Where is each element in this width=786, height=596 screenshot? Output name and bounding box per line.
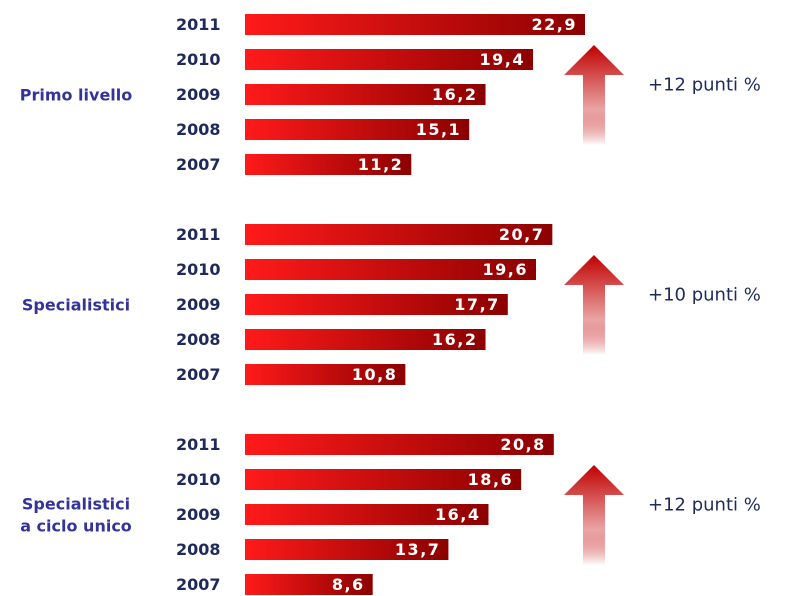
bar-value-label: 20,8 [500,435,545,454]
bar-value-label: 17,7 [454,295,499,314]
bar-value-label: 22,9 [532,15,577,34]
year-label: 2008 [176,330,221,349]
year-label: 2009 [176,85,221,104]
year-label: 2011 [176,435,221,454]
bar [245,294,508,315]
year-label: 2010 [176,260,221,279]
year-label: 2010 [176,470,221,489]
bar-value-label: 16,2 [432,85,477,104]
bar-value-label: 13,7 [395,540,440,559]
chart-group-1: Primo livello 2011 22,9 2010 19,4 2009 16,2 200… [20,14,761,175]
bar-value-label: 20,7 [499,225,544,244]
bar [245,84,486,105]
year-label: 2007 [176,365,221,384]
year-label: 2009 [176,505,221,524]
year-label: 2011 [176,225,221,244]
group-label: Primo livello [20,86,133,105]
group-label: Specialistici [22,296,130,315]
bar [245,14,585,35]
bar-value-label: 16,2 [432,330,477,349]
group-label: Specialistici [22,495,130,514]
bar [245,574,373,595]
year-label: 2011 [176,15,221,34]
bar [245,154,412,175]
year-label: 2008 [176,540,221,559]
bar-value-label: 10,8 [352,365,397,384]
bar [245,119,470,140]
bar [245,434,554,455]
bar [245,329,486,350]
increase-label: +12 punti % [648,495,761,516]
bar [245,539,449,560]
chart-group-2: Specialistici 2011 20,7 2010 19,6 2009 17,7 200… [22,224,761,385]
year-label: 2007 [176,575,221,594]
bar-value-label: 19,6 [483,260,528,279]
bar [245,504,489,525]
chart-group-3: Specialistici a ciclo unico 2011 20,8 2010 18… [20,434,761,595]
bar-value-label: 19,4 [480,50,525,69]
bar-value-label: 15,1 [416,120,461,139]
bar [245,469,522,490]
year-label: 2008 [176,120,221,139]
bar [245,364,406,385]
year-label: 2007 [176,155,221,174]
year-label: 2010 [176,50,221,69]
bar [245,49,534,70]
increase-label: +10 punti % [648,285,761,306]
up-arrow-icon [564,45,624,145]
up-arrow-icon [564,255,624,355]
bar-value-label: 16,4 [435,505,480,524]
bar [245,224,553,245]
bar-value-label: 18,6 [468,470,513,489]
up-arrow-icon [564,465,624,565]
bar-value-label: 11,2 [358,155,403,174]
bar [245,259,536,280]
year-label: 2009 [176,295,221,314]
bar-value-label: 8,6 [332,575,365,594]
increase-label: +12 punti % [648,75,761,96]
group-label: a ciclo unico [20,517,132,536]
